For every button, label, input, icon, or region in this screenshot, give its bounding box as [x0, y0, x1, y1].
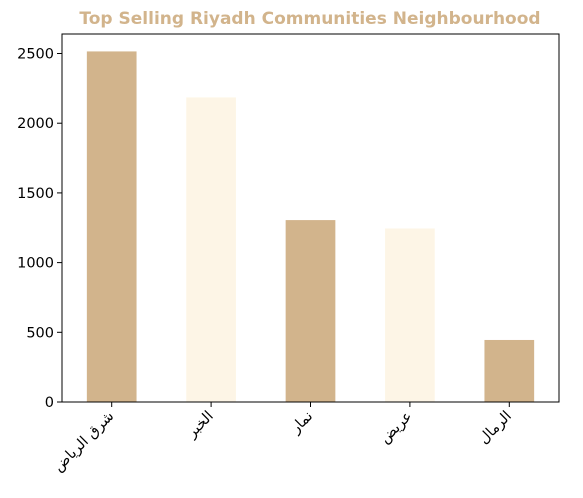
bar-1	[86, 51, 137, 402]
chart-title: Top Selling Riyadh Communities Neighbour…	[79, 9, 540, 29]
y-tick-label: 1500	[17, 186, 54, 202]
x-tick-label: عريض	[377, 408, 416, 447]
x-tick-label: نمار	[287, 408, 316, 437]
y-tick-label: 2500	[17, 47, 54, 63]
x-tick-label: شرق الرياض	[51, 408, 118, 475]
bar-2	[186, 97, 236, 402]
x-tick-label: الرمال	[476, 408, 515, 447]
plot-area: 0 500 1000 1500 2000 2500 شرق الرياض الخبر نمار ع…	[17, 33, 560, 475]
y-tick-label: 2000	[17, 116, 54, 132]
bar-3	[285, 220, 336, 402]
x-tick-label: الخبر	[183, 408, 216, 441]
y-tick-label: 0	[45, 395, 54, 411]
y-tick-label: 1000	[17, 256, 54, 272]
bar-5	[484, 339, 535, 402]
y-tick-label: 500	[26, 325, 54, 341]
bar-4	[385, 228, 435, 402]
